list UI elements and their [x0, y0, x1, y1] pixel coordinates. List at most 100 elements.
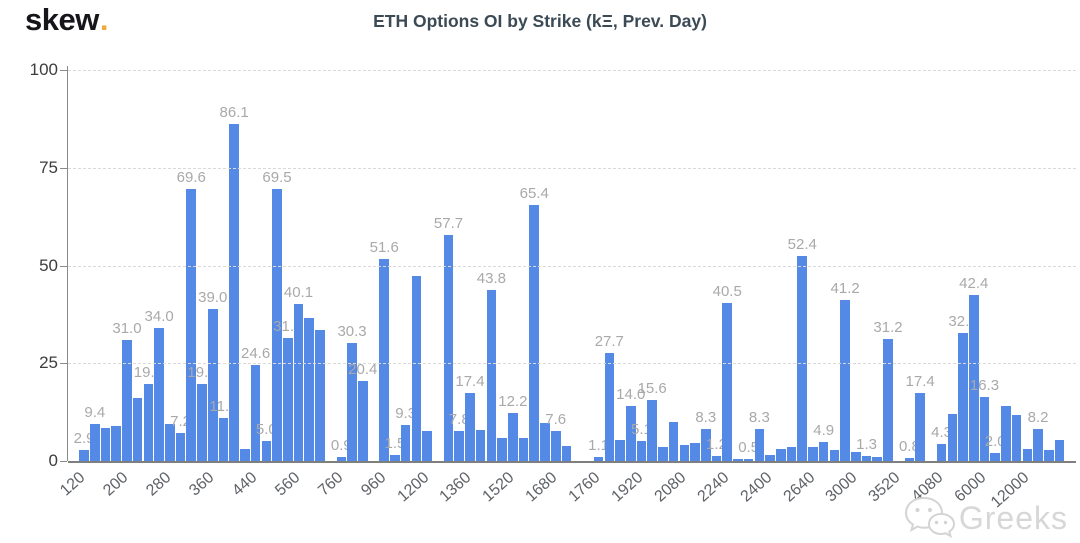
gridline-100: [68, 70, 1076, 71]
bar: [765, 455, 775, 461]
bar: [561, 445, 572, 461]
y-axis-tick-label: 100: [29, 60, 58, 79]
bar: [711, 456, 722, 461]
bar: [647, 400, 657, 461]
bar-slot: [1022, 70, 1033, 461]
bar-slot: [658, 70, 669, 461]
bar-slot: [829, 70, 840, 461]
bar: [883, 339, 893, 461]
bar-slot: [111, 70, 122, 461]
bar: [829, 450, 840, 461]
bar: [282, 337, 293, 461]
bar-chart-plot: 2.9 9.4 31.0 19.6 34.0 7.2 69.6 19.8 39.0 11.0 86.…: [60, 66, 1076, 463]
skew-logo: skew.: [25, 2, 108, 38]
bar: [550, 431, 561, 461]
bar-slot: [518, 70, 529, 461]
bar: [1022, 448, 1033, 461]
bar: [947, 414, 958, 461]
bar: [658, 446, 668, 461]
y-axis-tick-label: 25: [39, 353, 58, 373]
bar: [518, 437, 529, 461]
bar-slot: [850, 70, 861, 461]
bar-slot: [872, 70, 883, 461]
bar: [754, 428, 765, 461]
bar-slot: [422, 70, 433, 461]
bar: [357, 381, 368, 461]
bar-slot: [733, 70, 744, 461]
y-axis-tick-label: 0: [48, 451, 58, 470]
bar-slot: [1054, 70, 1065, 461]
bar-slot: [100, 70, 111, 461]
bar: [851, 451, 861, 461]
bar: [186, 188, 197, 461]
bar: [797, 256, 808, 461]
bar: [776, 448, 786, 461]
bar-slot: [775, 70, 786, 461]
watermark-text: Greeks: [958, 499, 1068, 536]
y-axis-tick-label: 75: [39, 157, 58, 177]
bar: [218, 418, 229, 461]
bar: [733, 459, 743, 461]
skew-logo-text: skew: [25, 2, 99, 37]
bar: [475, 429, 486, 461]
bar-slot: [690, 70, 701, 461]
bar: [240, 449, 250, 461]
bar: [379, 259, 389, 461]
bar-slot: [315, 70, 326, 461]
gridline-50: [68, 265, 1076, 267]
bar-slot: [1011, 70, 1022, 461]
bar: [915, 392, 925, 461]
bar: [400, 424, 411, 461]
bar: [679, 444, 690, 461]
bar: [1054, 439, 1065, 461]
bar: [79, 449, 89, 461]
bar-slot: [765, 70, 776, 461]
bar-slot: [497, 70, 508, 461]
bar: [808, 446, 818, 461]
skew-logo-dot: .: [99, 2, 109, 37]
bar: [958, 333, 968, 461]
bar: [261, 441, 272, 461]
bar: [604, 352, 615, 461]
bar: [132, 398, 143, 461]
bar-slot: [679, 70, 690, 461]
bar: [1033, 428, 1043, 461]
bar: [690, 443, 700, 461]
watermark: Greeks: [903, 495, 1068, 541]
bar-slot: [615, 70, 626, 461]
bar: [250, 364, 261, 461]
bar: [143, 384, 154, 461]
bar-slot: [1001, 70, 1012, 461]
bar: [315, 330, 325, 461]
bar: [175, 432, 186, 461]
bar-slot: [132, 70, 143, 461]
bar: [593, 456, 604, 461]
bar: [625, 406, 636, 461]
bar: [615, 439, 625, 461]
bar: [454, 430, 465, 461]
bar-slot: [786, 70, 797, 461]
bar-slot: [561, 70, 572, 461]
bar: [840, 299, 850, 461]
bar: [990, 453, 1000, 461]
y-tick-mark: [60, 265, 67, 267]
bar: [304, 318, 314, 461]
bar: [272, 189, 282, 461]
y-tick-mark: [60, 70, 67, 71]
bar: [979, 397, 990, 461]
y-tick-mark: [60, 167, 67, 169]
bar-slot: [947, 70, 958, 461]
bar: [1001, 406, 1011, 461]
bar-slot: [304, 70, 315, 461]
y-axis-labels: 100 75 50 25 0: [10, 60, 58, 470]
bar: [422, 430, 432, 461]
x-axis-line: [68, 461, 1076, 463]
bar: [861, 455, 872, 461]
bar: [111, 425, 122, 461]
bar: [197, 383, 207, 461]
bar: [336, 457, 347, 461]
chart-title: ETH Options OI by Strike (kΞ, Prev. Day): [373, 11, 707, 31]
y-tick-mark: [60, 461, 67, 462]
bar: [465, 392, 475, 461]
